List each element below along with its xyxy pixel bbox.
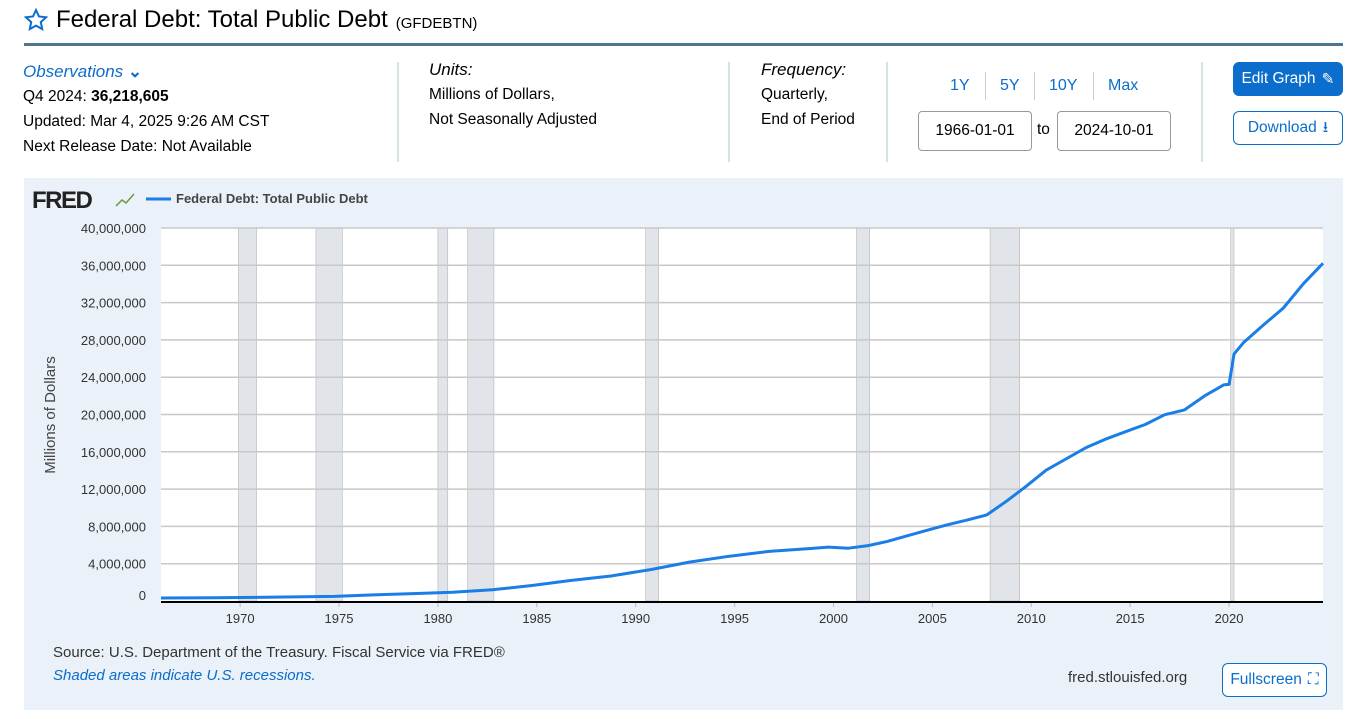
download-icon: ⭳ bbox=[1322, 118, 1329, 136]
series-title: Federal Debt: Total Public Debt bbox=[56, 6, 388, 33]
units-label: Units: bbox=[429, 60, 473, 79]
range-10y[interactable]: 10Y bbox=[1049, 77, 1078, 94]
observations-toggle[interactable]: Observations ⌄ bbox=[23, 62, 143, 81]
divider bbox=[397, 62, 399, 162]
x-tick-label: 1970 bbox=[226, 611, 255, 626]
frequency-value: Quarterly, bbox=[761, 86, 828, 103]
y-tick-label: 32,000,000 bbox=[81, 296, 146, 311]
x-tick-label: 1990 bbox=[621, 611, 650, 626]
frequency-label: Frequency: bbox=[761, 60, 847, 79]
frequency-block: Frequency: Quarterly, End of Period bbox=[761, 57, 855, 132]
fullscreen-icon: ⛶ bbox=[1307, 671, 1319, 688]
range-1y[interactable]: 1Y bbox=[950, 77, 970, 94]
chevron-down-icon: ⌄ bbox=[127, 62, 143, 81]
updated-text: Updated: Mar 4, 2025 9:26 AM CST bbox=[23, 113, 270, 130]
legend-label: Federal Debt: Total Public Debt bbox=[176, 191, 369, 206]
site-url: fred.stlouisfed.org bbox=[1068, 669, 1188, 686]
y-tick-label: 16,000,000 bbox=[81, 445, 146, 460]
units-value: Millions of Dollars, bbox=[429, 86, 555, 103]
x-tick-label: 2005 bbox=[918, 611, 947, 626]
edit-icon: ✎ bbox=[1321, 70, 1335, 88]
y-tick-label: 24,000,000 bbox=[81, 370, 146, 385]
x-tick-label: 1995 bbox=[720, 611, 749, 626]
range-5y[interactable]: 5Y bbox=[1000, 77, 1020, 94]
x-tick-label: 2020 bbox=[1215, 611, 1244, 626]
y-axis-label: Millions of Dollars bbox=[42, 356, 59, 474]
divider bbox=[728, 62, 730, 162]
range-max[interactable]: Max bbox=[1108, 77, 1139, 94]
divider bbox=[886, 62, 888, 162]
end-date-input[interactable]: 2024-10-01 bbox=[1057, 111, 1171, 151]
divider bbox=[1201, 62, 1203, 162]
y-tick-label: 0 bbox=[139, 588, 146, 603]
download-button[interactable]: Download ⭳ bbox=[1233, 111, 1343, 145]
y-tick-label: 36,000,000 bbox=[81, 258, 146, 273]
x-tick-label: 2015 bbox=[1116, 611, 1145, 626]
divider bbox=[1034, 72, 1035, 100]
divider bbox=[24, 43, 1343, 46]
units-block: Units: Millions of Dollars, Not Seasonal… bbox=[429, 57, 597, 132]
obs-value: 36,218,605 bbox=[91, 88, 169, 105]
x-tick-label: 1980 bbox=[423, 611, 452, 626]
to-label: to bbox=[1037, 121, 1050, 138]
y-tick-label: 4,000,000 bbox=[88, 557, 146, 572]
fred-logo: FRED bbox=[32, 187, 93, 214]
start-date-input[interactable]: 1966-01-01 bbox=[918, 111, 1032, 151]
observations-block: Observations ⌄ Q4 2024: 36,218,605 Updat… bbox=[23, 59, 269, 159]
x-tick-label: 1975 bbox=[325, 611, 354, 626]
obs-period: Q4 2024: bbox=[23, 88, 87, 105]
x-tick-label: 1985 bbox=[522, 611, 551, 626]
edit-graph-button[interactable]: Edit Graph ✎ bbox=[1233, 62, 1343, 96]
fred-logo-icon bbox=[115, 193, 135, 207]
y-tick-label: 28,000,000 bbox=[81, 333, 146, 348]
next-release: Next Release Date: Not Available bbox=[23, 138, 252, 155]
divider bbox=[985, 72, 986, 100]
series-id: (GFDEBTN) bbox=[395, 14, 478, 32]
star-icon[interactable] bbox=[24, 8, 48, 32]
y-tick-label: 40,000,000 bbox=[81, 221, 146, 236]
units-adjustment: Not Seasonally Adjusted bbox=[429, 111, 598, 128]
page-title: Federal Debt: Total Public Debt (GFDEBTN… bbox=[24, 6, 477, 34]
fullscreen-button[interactable]: Fullscreen ⛶ bbox=[1222, 663, 1327, 697]
x-tick-label: 2010 bbox=[1017, 611, 1046, 626]
frequency-aggregation: End of Period bbox=[761, 111, 855, 128]
y-tick-label: 20,000,000 bbox=[81, 408, 146, 423]
y-tick-label: 8,000,000 bbox=[88, 519, 146, 534]
y-tick-label: 12,000,000 bbox=[81, 482, 146, 497]
divider bbox=[1093, 72, 1094, 100]
x-tick-label: 2000 bbox=[819, 611, 848, 626]
series-line bbox=[160, 262, 1325, 600]
recession-note[interactable]: Shaded areas indicate U.S. recessions. bbox=[53, 667, 316, 684]
source-text: Source: U.S. Department of the Treasury.… bbox=[53, 644, 505, 661]
